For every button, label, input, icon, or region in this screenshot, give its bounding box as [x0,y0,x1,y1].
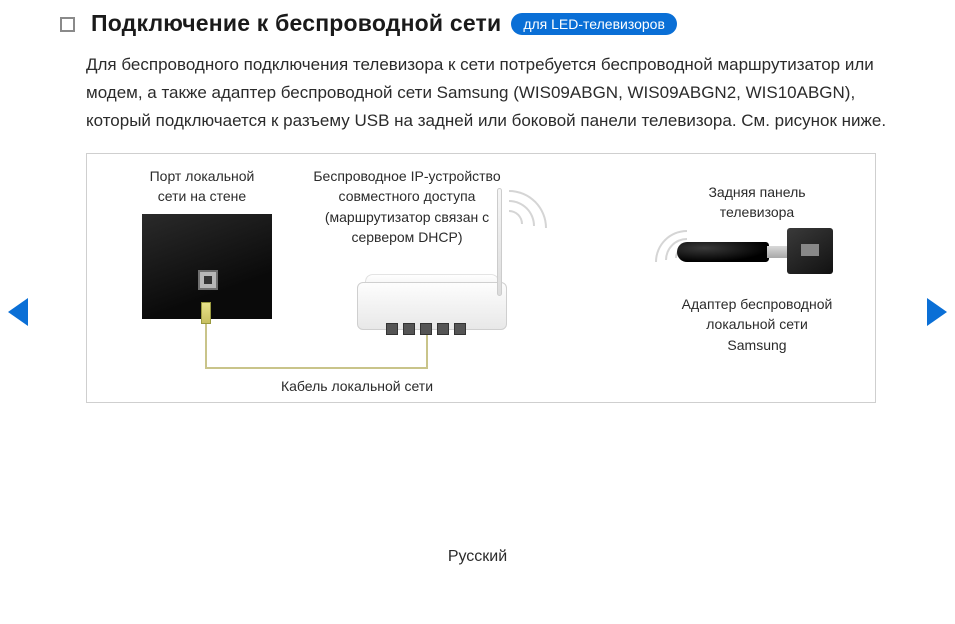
heading-title: Подключение к беспроводной сети [91,10,501,37]
label-adapter-text: Адаптер беспроводнойлокальной сетиSamsun… [682,296,833,353]
lan-plug-icon [201,302,211,324]
lan-cable-segment [205,367,427,369]
lan-cable-segment [426,329,428,369]
label-cable-text: Кабель локальной сети [281,378,433,394]
connection-diagram: Порт локальнойсети на стене Беспроводное… [86,153,876,403]
lan-cable-segment [205,324,207,368]
router-ports [386,323,466,335]
label-cable: Кабель локальной сети [257,376,457,396]
label-tv-back-text: Задняя панельтелевизора [708,184,805,220]
lan-jack-icon [198,270,218,290]
usb-plug-icon [767,246,787,258]
label-adapter: Адаптер беспроводнойлокальной сетиSamsun… [667,294,847,355]
tv-back-panel-graphic [787,228,833,274]
next-page-button[interactable] [927,298,947,326]
wifi-signal-icon [509,180,569,240]
label-router: Беспроводное IP-устройствосовместного до… [292,166,522,247]
label-wall-port: Порт локальнойсети на стене [127,166,277,207]
router-graphic [357,262,507,332]
prev-page-button[interactable] [8,298,28,326]
bullet-square-icon [60,17,75,32]
wifi-adapter-graphic [677,240,795,264]
usb-port-icon [801,244,819,256]
label-wall-port-text: Порт локальнойсети на стене [150,168,255,204]
description-paragraph: Для беспроводного подключения телевизора… [86,51,895,135]
router-antenna-icon [497,188,502,296]
router-body [357,282,507,330]
led-tv-badge: для LED-телевизоров [511,13,677,35]
label-tv-back: Задняя панельтелевизора [677,182,837,223]
label-router-text: Беспроводное IP-устройствосовместного до… [313,168,500,245]
section-heading: Подключение к беспроводной сети для LED-… [60,10,895,37]
adapter-body [677,242,769,262]
footer-language: Русский [0,548,955,566]
